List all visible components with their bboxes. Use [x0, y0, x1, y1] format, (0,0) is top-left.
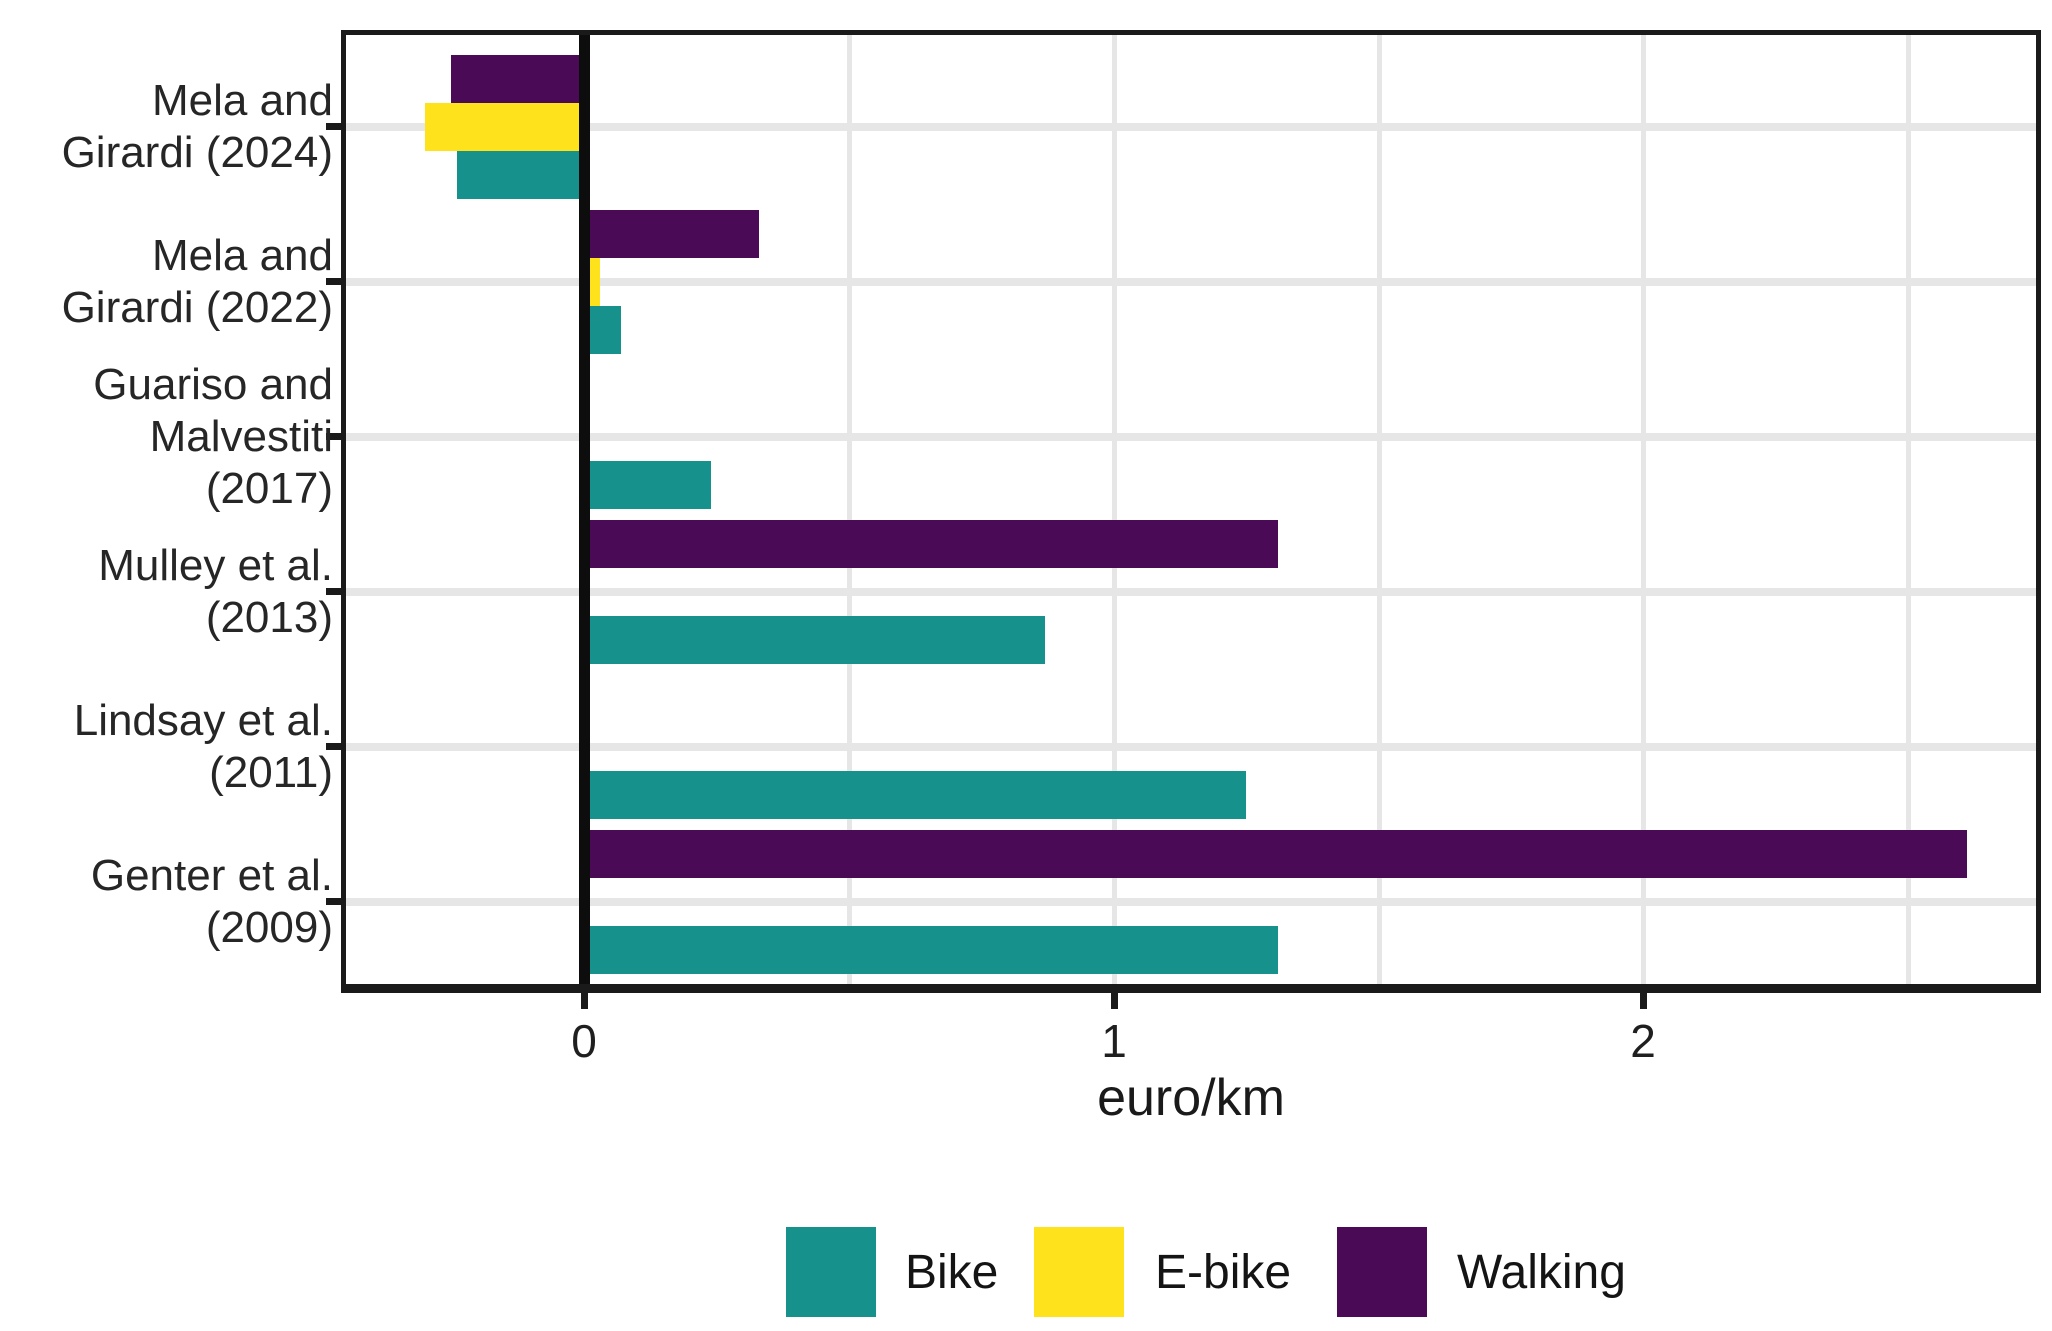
- legend-label-walking: Walking: [1457, 1246, 1626, 1299]
- bar-walking-1: [584, 210, 759, 258]
- x-tick-label-0: 0: [571, 1015, 597, 1067]
- legend-swatch-bike: [786, 1227, 876, 1317]
- gridline-x-1.5: [1377, 35, 1382, 984]
- bar-bike-4: [584, 771, 1246, 819]
- gridline-y-4: [346, 743, 2036, 751]
- gridline-y-3: [346, 588, 2036, 596]
- x-axis-title: euro/km: [1097, 1069, 1285, 1127]
- y-axis-label-4: Lindsay et al. (2011): [73, 696, 333, 797]
- y-tick-5: [326, 898, 345, 905]
- y-tick-4: [326, 743, 345, 750]
- x-tick-2: [1640, 991, 1647, 1009]
- y-tick-2: [326, 433, 345, 440]
- legend-swatch-ebike: [1034, 1227, 1124, 1317]
- x-tick-label-2: 2: [1630, 1015, 1656, 1067]
- gridline-x-1: [1112, 35, 1117, 984]
- y-tick-0: [326, 123, 345, 130]
- x-tick-1: [1111, 991, 1118, 1009]
- gridline-x-2.5: [1906, 35, 1911, 984]
- zero-line: [579, 35, 590, 984]
- y-tick-3: [326, 588, 345, 595]
- legend-label-bike: Bike: [905, 1246, 999, 1299]
- legend-label-ebike: E-bike: [1155, 1246, 1292, 1299]
- x-tick-label-1: 1: [1101, 1015, 1127, 1067]
- y-axis-label-5: Genter et al. (2009): [90, 851, 333, 952]
- x-tick-0: [581, 991, 588, 1009]
- gridline-y-1: [346, 278, 2036, 286]
- bar-bike-1: [584, 306, 621, 354]
- gridline-x-0.5: [847, 35, 852, 984]
- bar-bike-5: [584, 926, 1278, 974]
- bar-e-bike-0: [425, 103, 584, 151]
- bar-walking-3: [584, 520, 1278, 568]
- bar-walking-0: [451, 55, 583, 103]
- y-axis-label-3: Mulley et al. (2013): [98, 541, 333, 642]
- y-tick-1: [326, 278, 345, 285]
- y-axis-label-2: Guariso and Malvestiti (2017): [93, 360, 333, 513]
- y-axis-label-1: Mela and Girardi (2022): [61, 231, 333, 332]
- bar-walking-5: [584, 830, 1967, 878]
- gridline-y-2: [346, 433, 2036, 441]
- bar-bike-3: [584, 616, 1045, 664]
- gridline-y-5: [346, 898, 2036, 906]
- gridline-y-0: [346, 123, 2036, 131]
- bar-bike-2: [584, 461, 711, 509]
- bar-bike-0: [457, 151, 584, 199]
- chart-panel: [341, 30, 2041, 993]
- gridline-x-2: [1641, 35, 1646, 984]
- y-axis-label-0: Mela and Girardi (2024): [61, 76, 333, 177]
- legend-swatch-walking: [1337, 1227, 1427, 1317]
